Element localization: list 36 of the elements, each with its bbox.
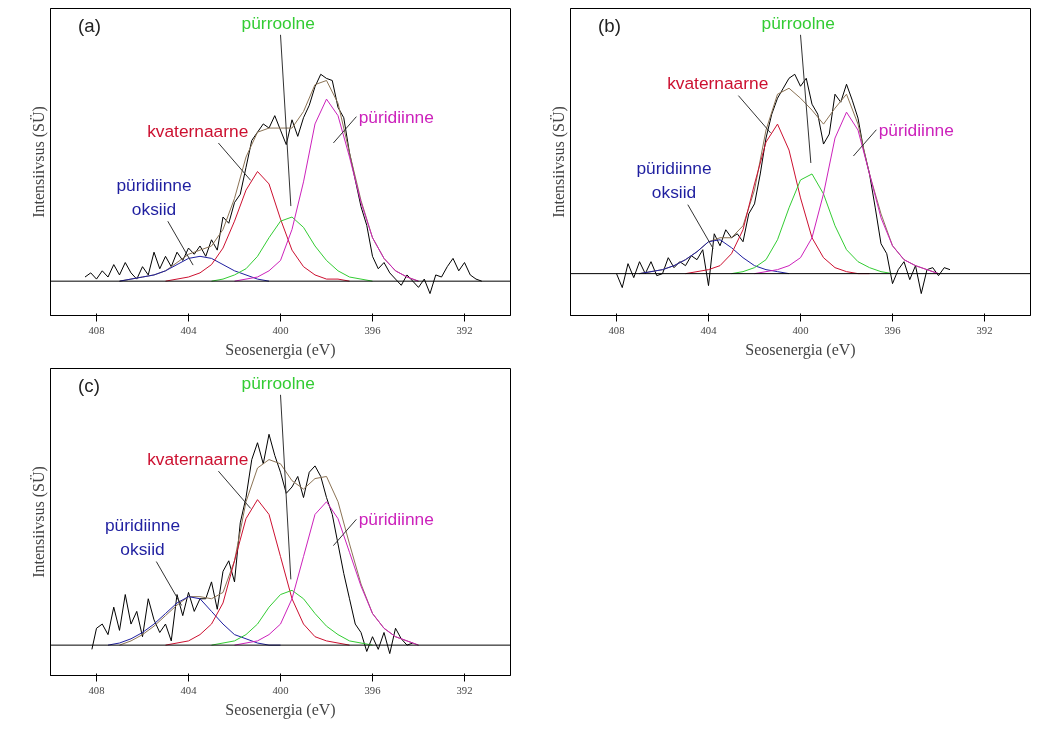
text: pürroolne xyxy=(241,12,315,33)
x-tick-label: 408 xyxy=(608,324,625,336)
text: püridiinne oksiid xyxy=(636,158,712,203)
series-label: püridiinne xyxy=(358,106,434,127)
x-tick-label: 408 xyxy=(88,324,105,336)
text: pürroolne xyxy=(761,12,835,33)
x-axis-title: Seosenergia (eV) xyxy=(225,340,336,359)
x-tick-label: 404 xyxy=(180,684,198,696)
x-tick-label: 396 xyxy=(364,324,382,336)
text: püridiinne oksiid xyxy=(116,175,192,220)
x-tick-label: 392 xyxy=(456,684,473,696)
x-axis-title: Seosenergia (eV) xyxy=(745,340,856,359)
x-tick-label: 392 xyxy=(976,324,993,336)
chart-title: (b) xyxy=(598,15,621,37)
x-tick-label: 396 xyxy=(364,684,382,696)
x-tick-label: 396 xyxy=(884,324,902,336)
text: pürroolne xyxy=(241,372,315,393)
text: püridiinne oksiid xyxy=(104,515,181,560)
x-axis-title: Seosenergia (eV) xyxy=(225,700,336,719)
x-tick-label: 392 xyxy=(456,324,473,336)
x-tick-label: 400 xyxy=(792,324,809,336)
chart-title: (a) xyxy=(78,15,101,37)
y-axis-title: Intensiivsus (SÜ) xyxy=(29,466,48,578)
series-label: kvaternaarne xyxy=(147,120,249,141)
series-label: kvaternaarne xyxy=(667,73,769,94)
series-label: püridiinne xyxy=(358,509,434,530)
y-axis-title: Intensiivsus (SÜ) xyxy=(29,106,48,218)
x-tick-label: 400 xyxy=(272,324,289,336)
x-tick-label: 404 xyxy=(180,324,198,336)
chart-title: (c) xyxy=(78,375,100,397)
series-label: kvaternaarne xyxy=(147,448,249,469)
x-tick-label: 408 xyxy=(88,684,105,696)
y-axis-title: Intensiivsus (SÜ) xyxy=(549,106,568,218)
series-label: püridiinne xyxy=(878,119,954,140)
x-tick-label: 404 xyxy=(700,324,718,336)
x-tick-label: 400 xyxy=(272,684,289,696)
